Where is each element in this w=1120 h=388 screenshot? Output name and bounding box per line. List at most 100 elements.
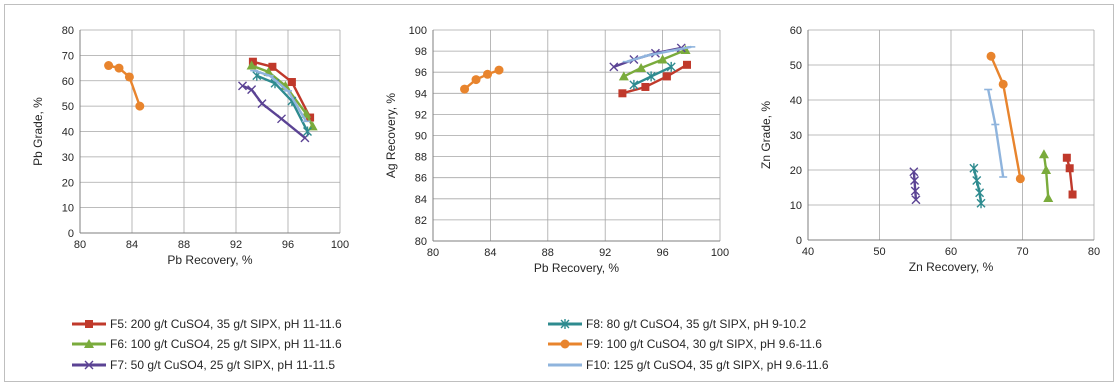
series-f10 — [622, 45, 696, 63]
y-tick-label: 30 — [790, 130, 802, 142]
legend-swatch-marker — [85, 320, 93, 328]
data-point-f7 — [609, 62, 619, 72]
chart-ag-recovery-vs-pb-recovery: 80 84 88 92 96 100 80 82 84 86 88 90 92 94 96 98 100 Pb R… — [384, 25, 729, 275]
y-tick-label: 92 — [415, 109, 427, 121]
data-point-f5 — [1065, 164, 1074, 173]
legend-label: F6: 100 g/t CuSO4, 25 g/t SIPX, pH 11-11… — [110, 337, 342, 351]
x-axis-label: Pb Recovery, % — [167, 253, 252, 267]
series-line-f9 — [463, 68, 500, 91]
legend-swatch-marker — [560, 319, 570, 329]
series-line-f8 — [972, 167, 983, 204]
legend: F5: 200 g/t CuSO4, 35 g/t SIPX, pH 11-11… — [72, 317, 829, 372]
series-f9 — [460, 65, 504, 94]
data-point-f9 — [1015, 174, 1025, 184]
series-f6 — [618, 45, 691, 81]
series-f6 — [1038, 149, 1054, 202]
x-tick-label: 84 — [484, 247, 496, 259]
legend-swatch-marker — [84, 339, 94, 348]
y-tick-label: 80 — [62, 25, 74, 37]
series-f5 — [618, 60, 691, 98]
series-f8 — [629, 61, 676, 90]
x-tick-label: 80 — [1088, 246, 1100, 258]
data-point-f7 — [247, 85, 257, 95]
data-point-f5 — [1068, 190, 1077, 199]
data-point-f8 — [969, 163, 979, 174]
y-axis-label: Pb Grade, % — [31, 97, 45, 166]
data-point-f9 — [483, 69, 493, 79]
series-f10 — [984, 88, 1008, 178]
data-point-f5 — [662, 72, 671, 81]
y-tick-label: 20 — [62, 177, 74, 189]
series-f7 — [909, 167, 921, 205]
data-point-f7 — [911, 195, 921, 205]
y-tick-label: 70 — [62, 50, 74, 62]
legend-swatch-marker — [560, 339, 570, 349]
data-point-f9 — [998, 79, 1008, 89]
data-point-f7 — [910, 176, 920, 185]
x-tick-label: 40 — [802, 246, 814, 258]
data-point-f5 — [641, 82, 650, 91]
series-f9 — [104, 61, 145, 111]
x-tick-label: 80 — [427, 247, 439, 259]
data-point-f6 — [680, 45, 691, 55]
series-line-f5 — [1065, 157, 1074, 195]
y-tick-label: 90 — [415, 131, 427, 143]
data-point-f5 — [618, 89, 627, 98]
data-point-f5 — [682, 60, 691, 69]
y-tick-label: 0 — [68, 228, 74, 240]
data-point-f9 — [124, 72, 134, 82]
figure-frame — [4, 4, 1114, 382]
y-tick-label: 10 — [790, 200, 802, 212]
data-point-f8 — [972, 175, 982, 186]
series-f9 — [986, 51, 1025, 184]
y-tick-label: 84 — [415, 194, 427, 206]
chart-zn-grade-vs-zn-recovery: 40 50 60 70 80 0 10 20 30 40 50 60 Zn Recovery, % Zn … — [759, 25, 1100, 274]
legend-item-f10: F10: 125 g/t CuSO4, 35 g/t SIPX, pH 9.6-… — [548, 358, 829, 372]
series-f5 — [1062, 153, 1077, 199]
y-tick-label: 0 — [796, 235, 802, 247]
legend-label: F8: 80 g/t CuSO4, 35 g/t SIPX, pH 9-10.2 — [586, 317, 806, 331]
series-line-f5 — [622, 63, 688, 95]
series-line-f10 — [253, 69, 308, 122]
series-f8 — [969, 163, 986, 209]
x-tick-label: 92 — [230, 239, 242, 251]
y-tick-label: 96 — [415, 67, 427, 79]
y-tick-label: 10 — [62, 203, 74, 215]
data-point-f9 — [460, 84, 470, 94]
data-point-f7 — [257, 99, 267, 109]
legend-item-f6: F6: 100 g/t CuSO4, 25 g/t SIPX, pH 11-11… — [72, 337, 342, 351]
data-point-f9 — [135, 101, 145, 111]
x-tick-label: 100 — [331, 239, 349, 251]
legend-item-f7: F7: 50 g/t CuSO4, 25 g/t SIPX, pH 11-11.… — [72, 358, 335, 372]
series-line-f9 — [108, 64, 141, 107]
data-point-f8 — [629, 79, 639, 90]
y-axis-label: Ag Recovery, % — [384, 93, 398, 178]
series-line-f7 — [242, 84, 306, 139]
data-point-f6 — [657, 54, 668, 64]
y-tick-label: 80 — [415, 236, 427, 248]
x-tick-label: 100 — [711, 247, 729, 259]
data-point-f6 — [1041, 165, 1052, 174]
legend-swatch-marker — [84, 360, 94, 370]
data-point-f8 — [975, 187, 985, 198]
y-tick-label: 94 — [415, 88, 427, 100]
y-tick-label: 40 — [790, 95, 802, 107]
x-tick-label: 60 — [945, 246, 957, 258]
y-axis-label: Zn Grade, % — [759, 101, 773, 169]
series-line-f6 — [1042, 154, 1050, 199]
series-line-f6 — [623, 48, 687, 78]
series-line-f8 — [256, 74, 309, 133]
y-tick-label: 50 — [62, 101, 74, 113]
y-tick-label: 50 — [790, 60, 802, 72]
y-tick-label: 20 — [790, 165, 802, 177]
data-point-f8 — [303, 126, 312, 137]
series-f7 — [238, 81, 310, 143]
series-f7 — [609, 43, 686, 72]
data-point-f9 — [114, 63, 124, 73]
data-point-f9 — [494, 65, 504, 75]
y-tick-label: 40 — [62, 127, 74, 139]
y-tick-label: 60 — [790, 25, 802, 37]
x-tick-label: 88 — [542, 247, 554, 259]
x-axis-label: Zn Recovery, % — [909, 260, 994, 274]
